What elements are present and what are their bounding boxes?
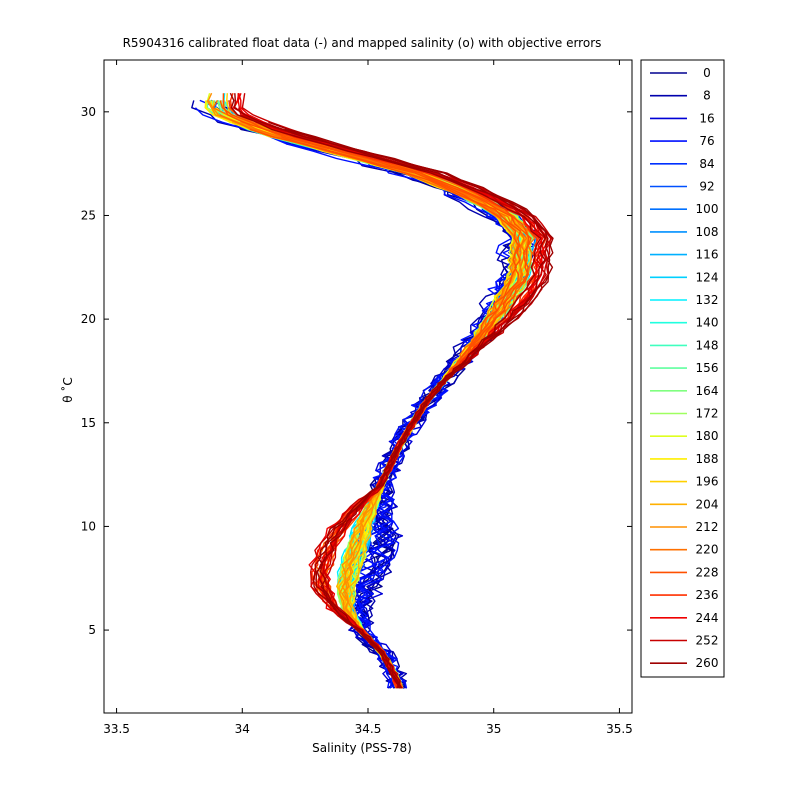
profile-line-172 [251, 128, 520, 689]
profile-line-244 [232, 93, 543, 689]
legend-label: 260 [696, 656, 719, 670]
y-axis: 5 10 15 20 25 30 [81, 105, 632, 637]
profile-line-252 [307, 136, 553, 689]
profile-line-236 [233, 93, 547, 689]
y-tick-label: 20 [81, 312, 96, 326]
legend-label: 164 [696, 384, 719, 398]
x-axis: 33.5 34 34.5 35 35.5 [103, 60, 633, 736]
profile-line-260 [268, 121, 554, 689]
legend-label: 228 [696, 565, 719, 579]
x-axis-label: Salinity (PSS-78) [312, 741, 412, 755]
profile-line-76 [272, 136, 526, 689]
y-axis-label: θ ˚C [60, 377, 75, 403]
profile-line-76 [251, 128, 521, 689]
y-tick-label: 30 [81, 105, 96, 119]
profile-line-252 [238, 107, 546, 689]
legend-label: 244 [696, 611, 719, 625]
chart-title: R5904316 calibrated float data (-) and m… [123, 36, 602, 50]
profiles-layer [191, 92, 554, 689]
legend-label: 220 [696, 543, 719, 557]
profile-line-252 [241, 93, 552, 689]
profile-line-8 [285, 136, 525, 689]
y-tick-label: 15 [81, 416, 96, 430]
profile-line-260 [234, 93, 547, 689]
legend-label: 8 [703, 89, 711, 103]
profile-line-92 [228, 100, 536, 689]
legend: 0 8 16 76 84 92 100 108 116 124 132 140 148 156 164 172… [640, 59, 725, 678]
legend-label: 116 [696, 248, 719, 262]
legend-label: 204 [696, 497, 719, 511]
profile-line-236 [228, 100, 538, 689]
legend-label: 0 [703, 66, 711, 80]
profile-line-228 [222, 93, 532, 689]
legend-label: 100 [696, 202, 719, 216]
x-tick-label: 33.5 [103, 722, 130, 736]
profile-line-260 [284, 128, 551, 689]
profile-line-228 [249, 128, 520, 689]
legend-label: 108 [696, 225, 719, 239]
profile-line-260 [229, 92, 542, 689]
legend-label: 84 [699, 157, 714, 171]
profile-line-236 [229, 92, 540, 689]
legend-label: 156 [696, 361, 719, 375]
legend-label: 148 [696, 338, 719, 352]
profile-line-132 [275, 136, 518, 689]
profile-line-164 [223, 100, 534, 689]
profile-line-196 [226, 93, 532, 689]
legend-label: 196 [696, 475, 719, 489]
legend-label: 212 [696, 520, 719, 534]
profile-line-244 [237, 92, 549, 689]
y-tick-label: 5 [88, 623, 96, 637]
profile-line-132 [223, 93, 534, 689]
x-tick-label: 34 [235, 722, 250, 736]
y-tick-label: 25 [81, 208, 96, 222]
legend-label: 76 [699, 134, 714, 148]
x-tick-label: 35.5 [606, 722, 633, 736]
legend-label: 172 [696, 407, 719, 421]
profile-line-228 [280, 136, 522, 689]
legend-label: 92 [699, 180, 714, 194]
legend-label: 236 [696, 588, 719, 602]
profile-line-0 [241, 128, 528, 689]
profile-line-76 [194, 107, 518, 689]
y-tick-label: 10 [81, 519, 96, 533]
legend-label: 180 [696, 429, 719, 443]
x-tick-label: 34.5 [355, 722, 382, 736]
x-tick-label: 35 [486, 722, 501, 736]
legend-label: 132 [696, 293, 719, 307]
legend-label: 124 [696, 270, 719, 284]
legend-label: 16 [699, 111, 714, 125]
legend-label: 252 [696, 634, 719, 648]
profile-line-244 [238, 93, 545, 689]
legend-label: 140 [696, 316, 719, 330]
legend-label: 188 [696, 452, 719, 466]
